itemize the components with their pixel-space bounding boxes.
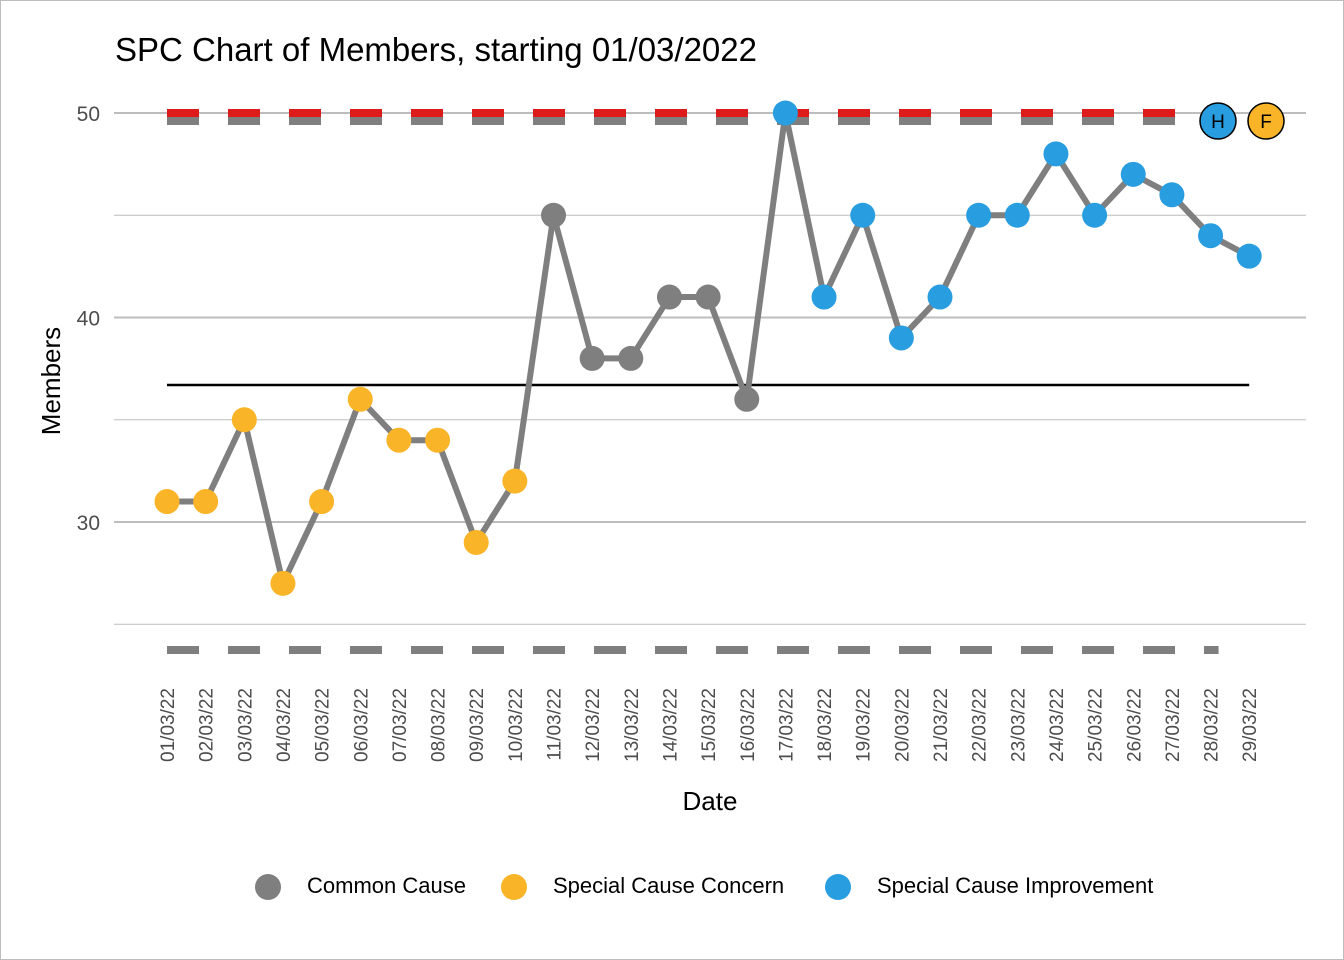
x-tick-label: 01/03/22 xyxy=(158,688,179,762)
icon-f-badge xyxy=(1247,102,1285,140)
x-tick-label: 07/03/22 xyxy=(390,688,411,762)
data-point xyxy=(231,407,257,433)
data-point xyxy=(541,202,566,228)
data-point xyxy=(618,345,644,371)
data-point xyxy=(888,325,914,351)
data-point xyxy=(270,570,296,596)
x-tick-label: 25/03/22 xyxy=(1086,688,1107,762)
y-tick-label: 40 xyxy=(77,308,100,331)
data-point xyxy=(1236,243,1262,269)
x-tick-label: 24/03/22 xyxy=(1047,688,1068,762)
data-point xyxy=(154,489,180,515)
y-tick-label: 50 xyxy=(77,103,100,126)
x-tick-label: 17/03/22 xyxy=(776,688,797,762)
data-point xyxy=(1043,141,1069,167)
data-point xyxy=(927,284,953,310)
x-tick-label: 15/03/22 xyxy=(699,688,720,762)
data-point xyxy=(656,284,682,310)
data-point xyxy=(1159,182,1185,208)
data-point xyxy=(463,529,489,555)
x-tick-label: 22/03/22 xyxy=(970,688,991,762)
legend-swatch xyxy=(501,874,527,900)
x-tick-label: 27/03/22 xyxy=(1163,688,1184,762)
legend-label: Special Cause Improvement xyxy=(877,873,1154,898)
data-point xyxy=(579,345,605,371)
icon-h-label: H xyxy=(1211,112,1225,133)
data-point xyxy=(695,284,721,310)
data-point xyxy=(1120,161,1146,187)
data-point xyxy=(811,284,837,310)
x-tick-label: 18/03/22 xyxy=(815,688,836,762)
x-tick-label: 02/03/22 xyxy=(197,688,218,762)
x-tick-label: 28/03/22 xyxy=(1202,688,1223,762)
x-tick-label: 16/03/22 xyxy=(738,688,759,762)
x-tick-label: 21/03/22 xyxy=(931,688,952,762)
x-tick-label: 09/03/22 xyxy=(467,688,488,762)
x-tick-label: 11/03/22 xyxy=(545,688,566,761)
data-point xyxy=(734,386,760,412)
data-point xyxy=(772,100,798,126)
x-tick-label: 20/03/22 xyxy=(892,688,913,762)
y-axis-title: Members xyxy=(36,327,66,435)
data-point xyxy=(386,427,412,453)
x-tick-label: 03/03/22 xyxy=(235,688,256,762)
data-point xyxy=(309,489,335,515)
chart-legend: Common Cause Special Cause Concern Special… xyxy=(0,866,1344,906)
legend-swatch xyxy=(825,874,851,900)
data-point xyxy=(850,202,876,228)
x-tick-label: 12/03/22 xyxy=(583,688,604,762)
data-point xyxy=(193,489,219,515)
data-point xyxy=(1082,202,1108,228)
x-tick-label: 29/03/22 xyxy=(1240,688,1261,762)
y-tick-label: 30 xyxy=(77,512,100,535)
x-tick-label: 23/03/22 xyxy=(1008,688,1029,762)
x-tick-label: 14/03/22 xyxy=(660,688,681,762)
x-tick-label: 19/03/22 xyxy=(854,688,875,762)
x-tick-label: 05/03/22 xyxy=(313,688,334,762)
chart-title: SPC Chart of Members, starting 01/03/202… xyxy=(115,31,757,68)
legend-swatch xyxy=(255,874,281,900)
data-point xyxy=(1004,202,1030,228)
x-tick-label: 06/03/22 xyxy=(351,688,372,762)
data-point xyxy=(966,202,992,228)
icon-h-badge xyxy=(1199,102,1237,140)
x-tick-label: 10/03/22 xyxy=(506,688,527,762)
data-point xyxy=(425,427,451,453)
icon-f-label: F xyxy=(1260,112,1272,133)
legend-label: Common Cause xyxy=(307,873,466,898)
x-axis-title: Date xyxy=(683,786,738,816)
x-tick-label: 08/03/22 xyxy=(429,688,450,762)
data-point xyxy=(502,468,528,494)
series-line xyxy=(167,110,1251,587)
x-tick-label: 13/03/22 xyxy=(622,688,643,762)
legend-label: Special Cause Concern xyxy=(553,873,785,898)
x-tick-label: 04/03/22 xyxy=(274,688,295,762)
data-point xyxy=(1198,223,1224,249)
x-tick-label: 26/03/22 xyxy=(1124,688,1145,762)
data-point xyxy=(347,386,373,412)
